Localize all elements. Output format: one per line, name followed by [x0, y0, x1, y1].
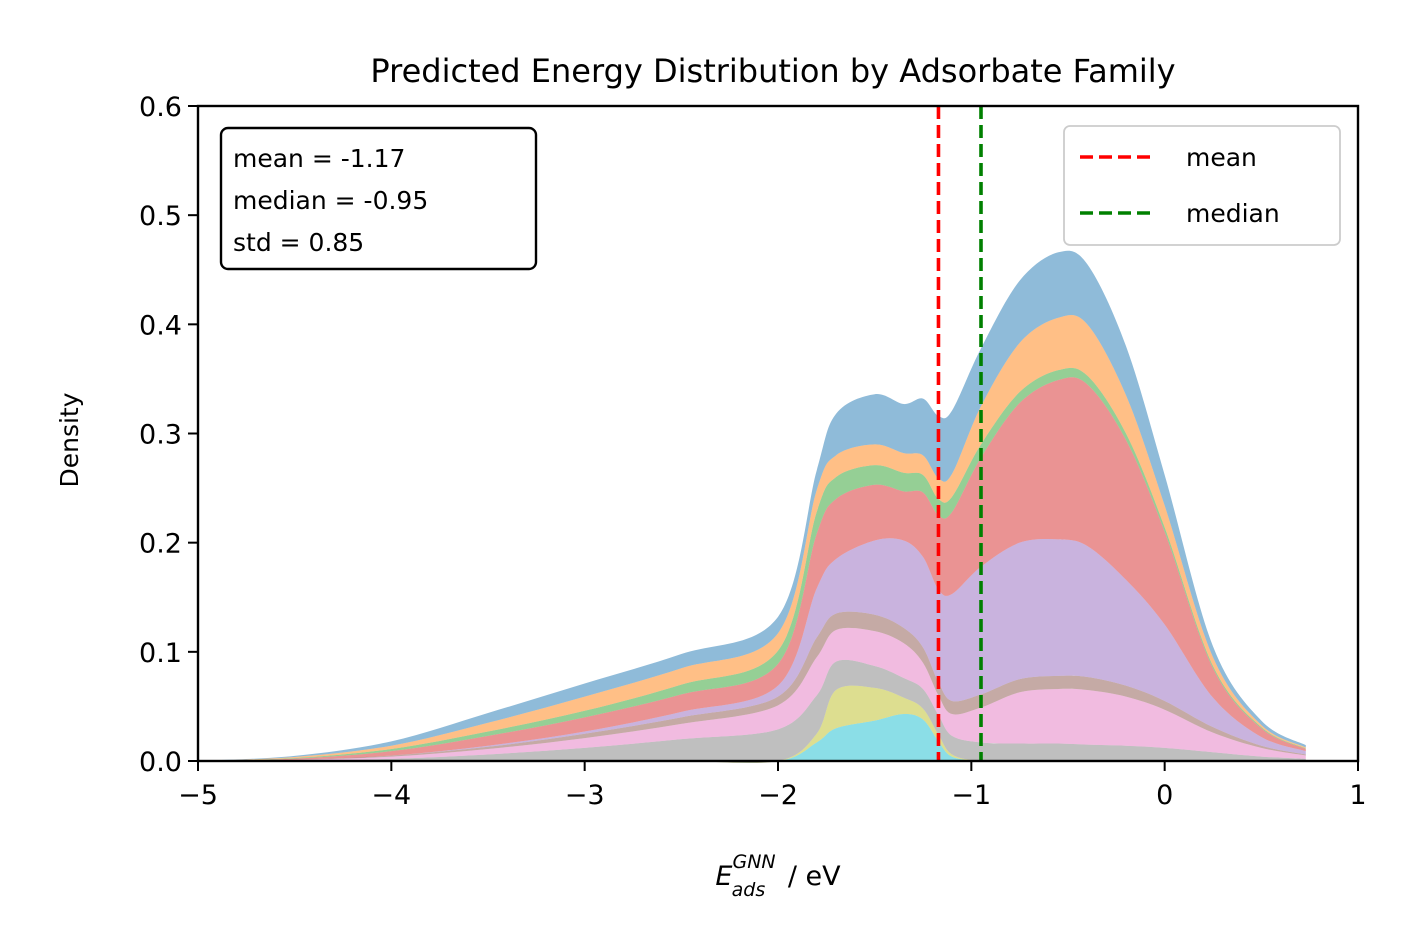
x-axis-ticks: −5 −4 −3 −2 −1 0 1	[178, 761, 1367, 811]
y-axis-label: Density	[55, 392, 84, 487]
x-tick-label: 1	[1349, 780, 1366, 811]
x-axis-label: EGNN ads / eV	[715, 851, 841, 901]
chart-title: Predicted Energy Distribution by Adsorba…	[370, 52, 1175, 90]
y-tick-label: 0.4	[139, 310, 182, 341]
area-layer-4	[198, 627, 1306, 761]
stats-mean: mean = -1.17	[233, 144, 405, 173]
stats-box-frame	[219, 126, 538, 271]
y-tick-label: 0.5	[139, 201, 182, 232]
area-layers	[198, 250, 1306, 764]
x-tick-label: −2	[758, 780, 798, 811]
area-layer-6	[198, 538, 1306, 761]
legend: mean median	[1063, 125, 1341, 246]
stats-box: mean = -1.17 median = -0.95 std = 0.85	[219, 126, 538, 271]
x-axis-label-subscript: ads	[732, 879, 766, 901]
x-tick-label: −5	[178, 780, 218, 811]
x-tick-label: 0	[1156, 780, 1173, 811]
x-tick-label: −3	[565, 780, 605, 811]
y-tick-label: 0.0	[139, 747, 182, 778]
y-tick-label: 0.1	[139, 638, 182, 669]
stats-std: std = 0.85	[233, 228, 364, 257]
y-tick-label: 0.6	[139, 92, 182, 123]
y-tick-label: 0.2	[139, 529, 182, 560]
area-layer-5	[198, 611, 1306, 761]
reference-lines	[936, 106, 983, 761]
area-layer-3	[198, 659, 1306, 764]
legend-frame	[1063, 125, 1341, 246]
x-axis-label-unit: / eV	[779, 861, 841, 892]
x-axis-label-symbol: E	[715, 861, 732, 892]
x-axis-label-superscript: GNN	[732, 851, 775, 873]
x-tick-label: −4	[371, 780, 411, 811]
stats-median: median = -0.95	[233, 186, 428, 215]
area-layer-7	[198, 377, 1306, 761]
legend-label-mean: mean	[1186, 143, 1257, 172]
y-tick-label: 0.3	[139, 420, 182, 451]
legend-label-median: median	[1186, 199, 1280, 228]
y-axis-ticks: 0.0 0.1 0.2 0.3 0.4 0.5 0.6	[139, 92, 198, 778]
x-tick-label: −1	[951, 780, 991, 811]
